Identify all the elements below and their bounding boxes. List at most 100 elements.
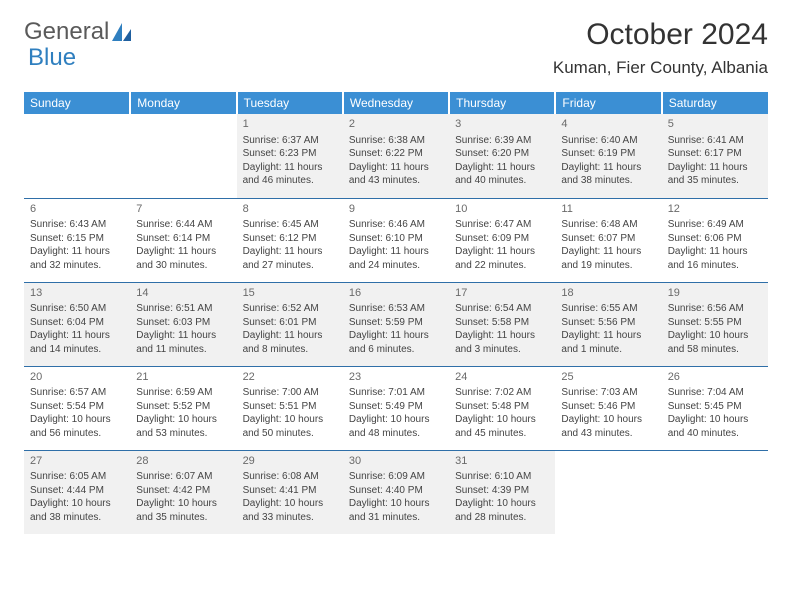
day-number: 15 (243, 286, 337, 301)
day-number: 7 (136, 202, 230, 217)
calendar-day-cell: 27Sunrise: 6:05 AMSunset: 4:44 PMDayligh… (24, 450, 130, 534)
day-number: 24 (455, 370, 549, 385)
day-number: 27 (30, 454, 124, 469)
sunset-line: Sunset: 4:42 PM (136, 484, 230, 498)
calendar-day-cell: 24Sunrise: 7:02 AMSunset: 5:48 PMDayligh… (449, 366, 555, 450)
sunset-line: Sunset: 5:51 PM (243, 400, 337, 414)
daylight-line: Daylight: 10 hours and 38 minutes. (30, 497, 124, 524)
sunset-line: Sunset: 6:17 PM (668, 147, 762, 161)
sunrise-line: Sunrise: 6:53 AM (349, 302, 443, 316)
calendar-day-cell: 28Sunrise: 6:07 AMSunset: 4:42 PMDayligh… (130, 450, 236, 534)
daylight-line: Daylight: 11 hours and 30 minutes. (136, 245, 230, 272)
calendar-day-cell (130, 114, 236, 198)
sunrise-line: Sunrise: 6:46 AM (349, 218, 443, 232)
calendar-day-cell: 30Sunrise: 6:09 AMSunset: 4:40 PMDayligh… (343, 450, 449, 534)
sunset-line: Sunset: 5:46 PM (561, 400, 655, 414)
daylight-line: Daylight: 10 hours and 31 minutes. (349, 497, 443, 524)
header: General October 2024 Kuman, Fier County,… (24, 18, 768, 78)
sunrise-line: Sunrise: 6:07 AM (136, 470, 230, 484)
sunrise-line: Sunrise: 6:49 AM (668, 218, 762, 232)
day-header: Wednesday (343, 92, 449, 114)
day-number: 22 (243, 370, 337, 385)
location-label: Kuman, Fier County, Albania (553, 58, 768, 78)
day-number: 3 (455, 117, 549, 132)
calendar-day-cell (662, 450, 768, 534)
calendar-body: 1Sunrise: 6:37 AMSunset: 6:23 PMDaylight… (24, 114, 768, 534)
daylight-line: Daylight: 10 hours and 43 minutes. (561, 413, 655, 440)
daylight-line: Daylight: 11 hours and 22 minutes. (455, 245, 549, 272)
calendar-table: SundayMondayTuesdayWednesdayThursdayFrid… (24, 92, 768, 534)
sunrise-line: Sunrise: 7:00 AM (243, 386, 337, 400)
sunrise-line: Sunrise: 6:56 AM (668, 302, 762, 316)
daylight-line: Daylight: 10 hours and 33 minutes. (243, 497, 337, 524)
calendar-day-cell: 3 Sunrise: 6:39 AMSunset: 6:20 PMDaylight… (449, 114, 555, 198)
sunrise-line: Sunrise: 6:50 AM (30, 302, 124, 316)
daylight-line: Daylight: 11 hours and 6 minutes. (349, 329, 443, 356)
sunrise-line: Sunrise: 6:41 AM (668, 134, 762, 148)
calendar-day-cell: 12Sunrise: 6:49 AMSunset: 6:06 PMDayligh… (662, 198, 768, 282)
daylight-line: Daylight: 11 hours and 11 minutes. (136, 329, 230, 356)
sunset-line: Sunset: 6:14 PM (136, 232, 230, 246)
day-number: 13 (30, 286, 124, 301)
sunset-line: Sunset: 4:41 PM (243, 484, 337, 498)
sunrise-line: Sunrise: 6:39 AM (455, 134, 549, 148)
sunrise-line: Sunrise: 6:40 AM (561, 134, 655, 148)
day-header: Monday (130, 92, 236, 114)
calendar-day-cell: 5Sunrise: 6:41 AMSunset: 6:17 PMDaylight… (662, 114, 768, 198)
sunset-line: Sunset: 5:59 PM (349, 316, 443, 330)
day-number: 30 (349, 454, 443, 469)
sunrise-line: Sunrise: 6:52 AM (243, 302, 337, 316)
sunrise-line: Sunrise: 6:37 AM (243, 134, 337, 148)
sunset-line: Sunset: 6:07 PM (561, 232, 655, 246)
daylight-line: Daylight: 11 hours and 1 minute. (561, 329, 655, 356)
sunset-line: Sunset: 5:45 PM (668, 400, 762, 414)
sunrise-line: Sunrise: 6:45 AM (243, 218, 337, 232)
daylight-line: Daylight: 11 hours and 3 minutes. (455, 329, 549, 356)
calendar-day-cell: 29Sunrise: 6:08 AMSunset: 4:41 PMDayligh… (237, 450, 343, 534)
sunset-line: Sunset: 6:12 PM (243, 232, 337, 246)
day-number: 20 (30, 370, 124, 385)
sunrise-line: Sunrise: 6:54 AM (455, 302, 549, 316)
day-number: 19 (668, 286, 762, 301)
daylight-line: Daylight: 10 hours and 48 minutes. (349, 413, 443, 440)
calendar-day-cell: 31Sunrise: 6:10 AMSunset: 4:39 PMDayligh… (449, 450, 555, 534)
day-number: 17 (455, 286, 549, 301)
calendar-day-cell: 11Sunrise: 6:48 AMSunset: 6:07 PMDayligh… (555, 198, 661, 282)
calendar-day-cell: 7Sunrise: 6:44 AMSunset: 6:14 PMDaylight… (130, 198, 236, 282)
logo-text-blue: Blue (28, 44, 76, 72)
calendar-day-cell: 9Sunrise: 6:46 AMSunset: 6:10 PMDaylight… (343, 198, 449, 282)
logo-text-general: General (24, 18, 109, 46)
calendar-day-cell: 14Sunrise: 6:51 AMSunset: 6:03 PMDayligh… (130, 282, 236, 366)
sunrise-line: Sunrise: 7:04 AM (668, 386, 762, 400)
daylight-line: Daylight: 11 hours and 35 minutes. (668, 161, 762, 188)
sunset-line: Sunset: 6:23 PM (243, 147, 337, 161)
sunrise-line: Sunrise: 6:47 AM (455, 218, 549, 232)
day-number: 8 (243, 202, 337, 217)
day-number: 23 (349, 370, 443, 385)
calendar-day-cell: 1Sunrise: 6:37 AMSunset: 6:23 PMDaylight… (237, 114, 343, 198)
calendar-week-row: 1Sunrise: 6:37 AMSunset: 6:23 PMDaylight… (24, 114, 768, 198)
daylight-line: Daylight: 10 hours and 45 minutes. (455, 413, 549, 440)
day-header: Thursday (449, 92, 555, 114)
calendar-day-cell: 18Sunrise: 6:55 AMSunset: 5:56 PMDayligh… (555, 282, 661, 366)
calendar-day-cell: 6Sunrise: 6:43 AMSunset: 6:15 PMDaylight… (24, 198, 130, 282)
day-number: 29 (243, 454, 337, 469)
sunrise-line: Sunrise: 6:43 AM (30, 218, 124, 232)
sunset-line: Sunset: 6:06 PM (668, 232, 762, 246)
sunrise-line: Sunrise: 6:59 AM (136, 386, 230, 400)
calendar-day-cell: 15Sunrise: 6:52 AMSunset: 6:01 PMDayligh… (237, 282, 343, 366)
calendar-day-cell (555, 450, 661, 534)
daylight-line: Daylight: 10 hours and 28 minutes. (455, 497, 549, 524)
calendar-day-cell: 2Sunrise: 6:38 AMSunset: 6:22 PMDaylight… (343, 114, 449, 198)
sunset-line: Sunset: 5:48 PM (455, 400, 549, 414)
sunset-line: Sunset: 6:09 PM (455, 232, 549, 246)
sunset-line: Sunset: 6:22 PM (349, 147, 443, 161)
calendar-day-cell: 17Sunrise: 6:54 AMSunset: 5:58 PMDayligh… (449, 282, 555, 366)
calendar-day-cell: 8Sunrise: 6:45 AMSunset: 6:12 PMDaylight… (237, 198, 343, 282)
day-number: 6 (30, 202, 124, 217)
sunset-line: Sunset: 6:20 PM (455, 147, 549, 161)
daylight-line: Daylight: 11 hours and 24 minutes. (349, 245, 443, 272)
calendar-week-row: 13Sunrise: 6:50 AMSunset: 6:04 PMDayligh… (24, 282, 768, 366)
daylight-line: Daylight: 10 hours and 40 minutes. (668, 413, 762, 440)
daylight-line: Daylight: 11 hours and 40 minutes. (455, 161, 549, 188)
